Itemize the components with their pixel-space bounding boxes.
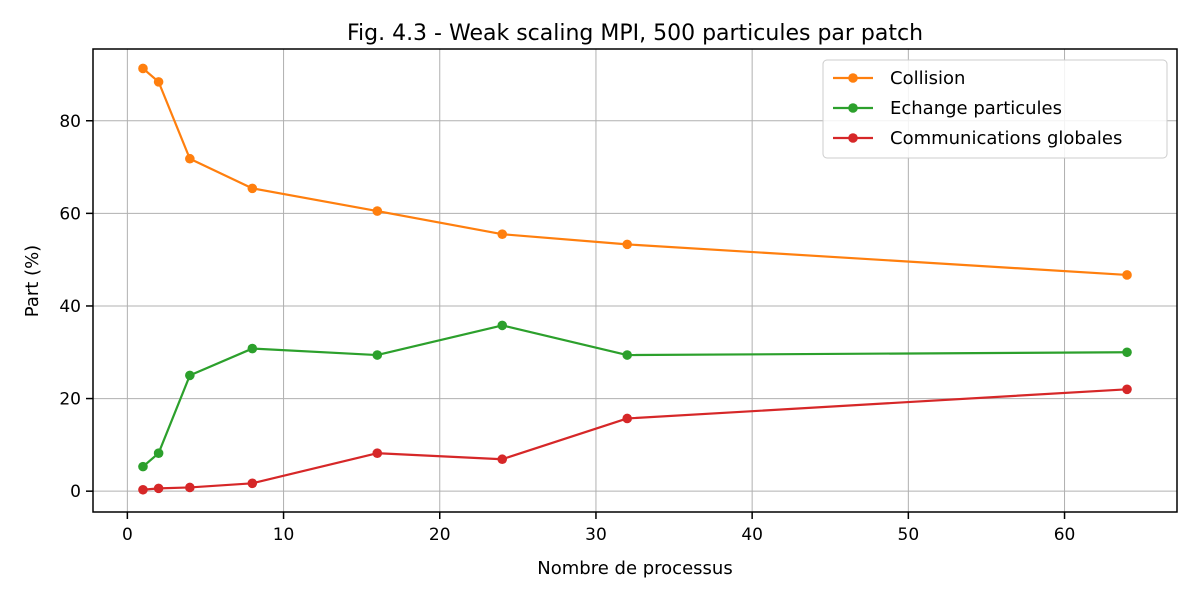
data-point <box>497 320 508 331</box>
x-tick-label: 30 <box>585 525 607 545</box>
x-axis-ticks: 0 10 20 30 40 50 60 <box>122 512 1075 545</box>
legend: Collision Echange particules Communication… <box>822 59 1168 159</box>
legend-label: Communications globales <box>890 128 1122 149</box>
x-tick-label: 0 <box>122 525 133 545</box>
data-point <box>153 483 164 494</box>
data-point <box>138 63 148 74</box>
data-point <box>185 370 195 381</box>
data-point <box>247 478 258 489</box>
x-tick-label: 60 <box>1054 525 1076 545</box>
legend-box <box>822 59 1168 159</box>
series-line <box>142 67 1128 277</box>
data-point <box>138 461 148 472</box>
data-point <box>622 413 632 424</box>
series-echange-particules <box>138 320 1132 472</box>
data-point <box>372 206 383 216</box>
legend-swatch-marker <box>848 133 858 143</box>
series-line <box>142 388 1128 491</box>
data-point <box>153 77 164 87</box>
data-point <box>372 448 383 458</box>
x-tick-label: 40 <box>741 525 763 545</box>
legend-swatch-marker <box>848 73 858 83</box>
y-tick-label: 20 <box>59 390 81 410</box>
series-layer <box>138 63 1132 495</box>
data-point <box>247 183 258 194</box>
y-axis-ticks: 0 20 40 60 80 <box>59 112 93 502</box>
legend-label: Collision <box>890 68 965 89</box>
data-point <box>1122 347 1132 358</box>
data-point <box>497 454 508 465</box>
y-tick-label: 40 <box>59 297 81 317</box>
legend-label: Echange particules <box>890 98 1062 119</box>
y-axis-label: Part (%) <box>22 245 43 317</box>
chart-title: Fig. 4.3 - Weak scaling MPI, 500 particu… <box>347 21 923 46</box>
data-point <box>1122 384 1132 395</box>
data-point <box>247 343 258 354</box>
legend-item: Collision <box>833 68 965 89</box>
series-communications-globales <box>138 384 1132 495</box>
data-point <box>622 239 632 250</box>
y-tick-label: 80 <box>59 112 81 132</box>
data-point <box>153 448 164 458</box>
data-point <box>138 484 148 495</box>
data-point <box>497 229 508 239</box>
data-point <box>622 350 632 360</box>
legend-swatch-marker <box>848 103 858 113</box>
data-point <box>185 153 195 164</box>
plot-frame <box>92 48 1178 513</box>
data-point <box>1122 270 1132 280</box>
x-tick-label: 50 <box>898 525 920 545</box>
y-tick-label: 0 <box>70 482 81 502</box>
legend-item: Communications globales <box>833 128 1122 149</box>
x-axis-label: Nombre de processus <box>537 558 732 579</box>
data-point <box>372 350 383 360</box>
legend-item: Echange particules <box>833 98 1062 119</box>
x-tick-label: 20 <box>429 525 451 545</box>
series-collision <box>138 63 1132 280</box>
series-line <box>142 324 1128 468</box>
x-tick-label: 10 <box>273 525 295 545</box>
y-tick-label: 60 <box>59 204 81 224</box>
data-point <box>185 482 195 493</box>
